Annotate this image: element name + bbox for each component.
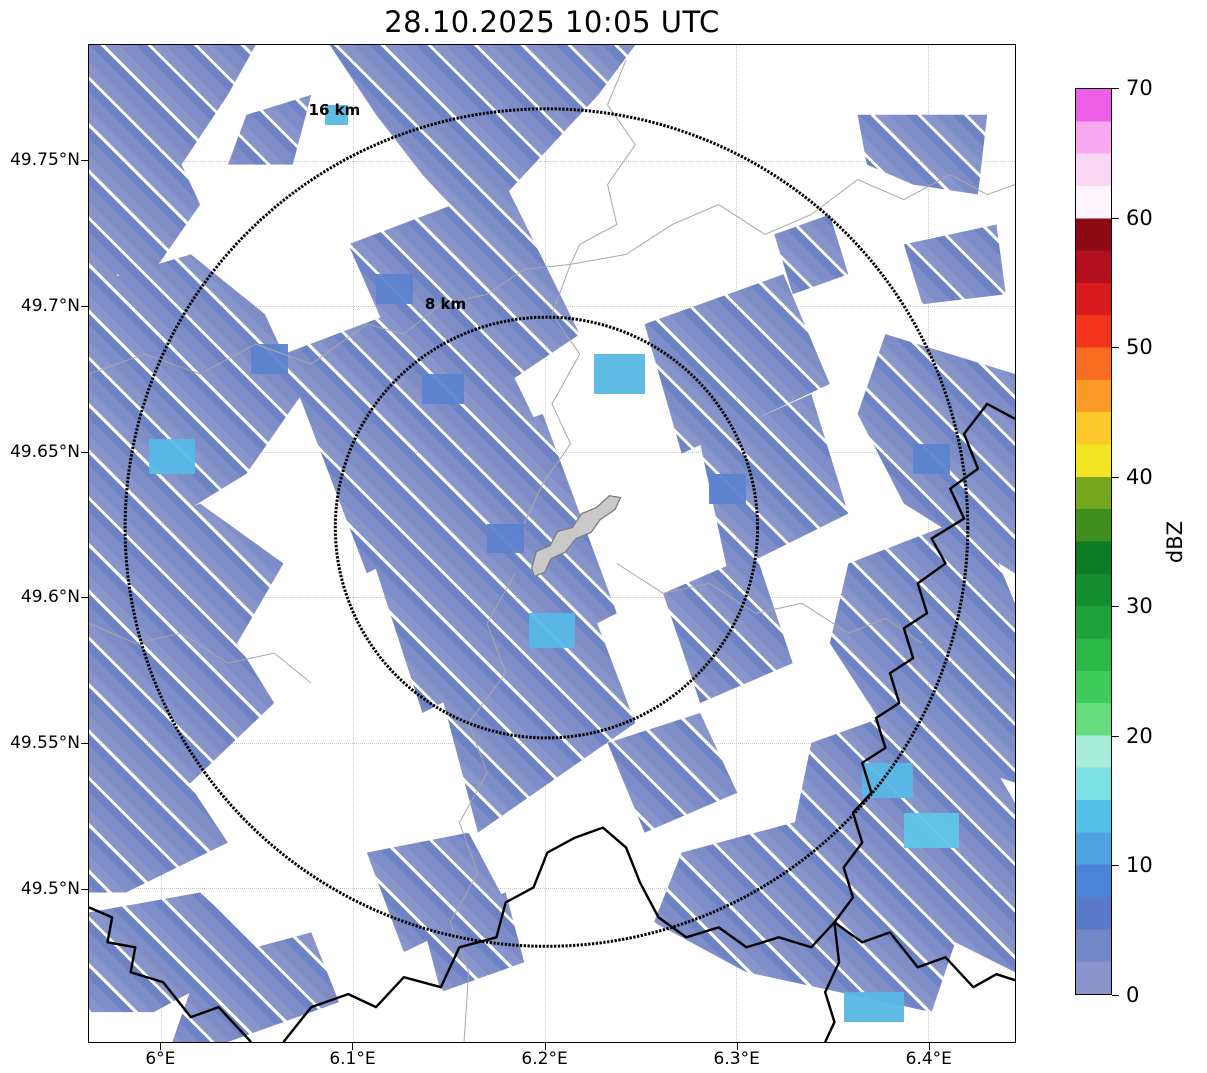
y-tick-mark [81, 743, 88, 745]
y-tick-label: 49.7°N [20, 295, 80, 316]
y-tick-mark [81, 597, 88, 599]
x-tick-mark [736, 1043, 738, 1050]
colorbar-axis-label: dBZ [1163, 520, 1187, 563]
radar-cell [528, 613, 576, 649]
radar-echo-layer [89, 45, 1015, 1042]
colorbar-tick-label: 50 [1126, 335, 1153, 360]
x-tick-mark [544, 1043, 546, 1050]
colorbar-tick-label: 60 [1126, 205, 1153, 230]
colorbar-tick-label: 20 [1126, 723, 1153, 748]
y-tick-label: 49.6°N [20, 587, 80, 608]
colorbar-tick-mark [1112, 476, 1119, 478]
colorbar-tick-mark [1112, 995, 1119, 996]
x-tick-label: 6.3°E [713, 1049, 760, 1069]
radar-cell [709, 473, 747, 504]
colorbar-tick-label: 40 [1126, 464, 1153, 489]
y-tick-label: 49.55°N [10, 733, 80, 754]
radar-cell [487, 523, 525, 554]
radar-cell [903, 812, 960, 848]
colorbar-tick-mark [1112, 735, 1119, 737]
x-tick-label: 6.1°E [329, 1049, 376, 1069]
colorbar-tick-label: 0 [1126, 983, 1140, 1007]
y-tick-mark [81, 305, 88, 307]
x-tick-label: 6.2°E [521, 1049, 568, 1069]
radar-cell [251, 344, 289, 374]
range-ring-label: 16 km [308, 100, 361, 119]
x-tick-label: 6°E [145, 1049, 176, 1069]
colorbar [1075, 88, 1112, 995]
plot-title: 28.10.2025 10:05 UTC [384, 5, 720, 39]
y-tick-label: 49.5°N [20, 879, 80, 900]
y-tick-mark [81, 159, 88, 161]
colorbar-axis-label-wrap: dBZ [1152, 88, 1198, 995]
y-tick-label: 49.75°N [10, 149, 80, 170]
x-tick-label: 6.4°E [905, 1049, 952, 1069]
range-ring-label: 8 km [424, 295, 467, 314]
radar-cell [376, 274, 414, 305]
radar-cell [843, 992, 904, 1023]
colorbar-tick-label: 10 [1126, 853, 1153, 878]
colorbar-tick-mark [1112, 606, 1119, 608]
colorbar-tick-mark [1112, 865, 1119, 867]
radar-cell [862, 762, 914, 798]
x-tick-mark [160, 1043, 162, 1050]
x-tick-mark [928, 1043, 930, 1050]
colorbar-tick-label: 70 [1126, 76, 1153, 100]
colorbar-tick-mark [1112, 88, 1119, 89]
y-tick-mark [81, 451, 88, 453]
radar-cell [422, 374, 465, 404]
y-tick-label: 49.65°N [10, 441, 80, 462]
radar-cell [593, 354, 645, 394]
colorbar-tick-mark [1112, 347, 1119, 349]
x-tick-mark [352, 1043, 354, 1050]
colorbar-tick-label: 30 [1126, 594, 1153, 619]
map-plot-area: 16 km 8 km [88, 44, 1016, 1043]
radar-cell [149, 438, 196, 474]
colorbar-tick-mark [1112, 217, 1119, 219]
radar-cell [913, 443, 951, 474]
y-tick-mark [81, 889, 88, 891]
